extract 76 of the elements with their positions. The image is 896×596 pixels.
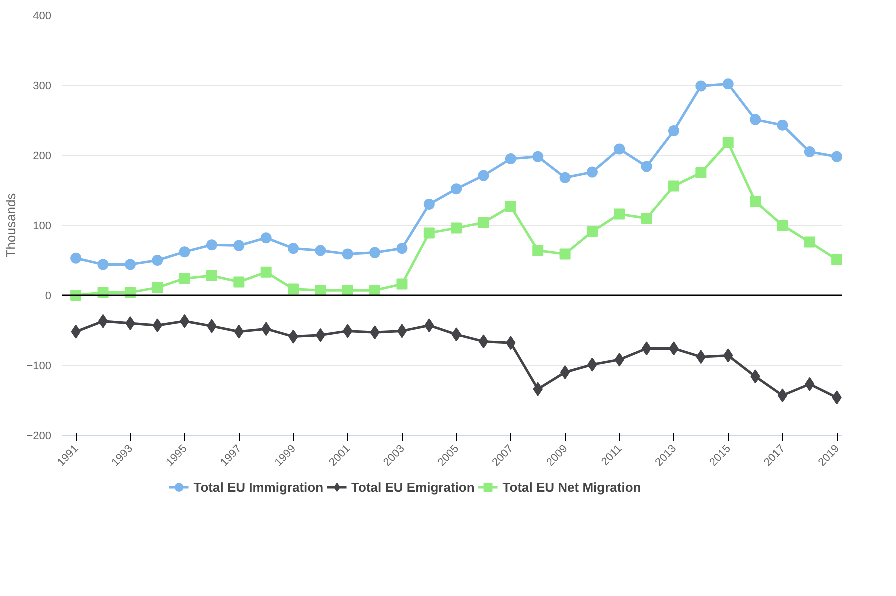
point <box>614 144 626 155</box>
point <box>234 276 245 288</box>
point <box>124 259 136 270</box>
point <box>424 199 435 210</box>
point <box>614 208 626 220</box>
point <box>505 201 516 212</box>
point <box>505 154 516 164</box>
point <box>750 196 762 208</box>
point <box>288 284 300 295</box>
point <box>424 228 435 239</box>
point <box>532 245 544 256</box>
point <box>370 285 381 296</box>
point <box>260 232 272 244</box>
point <box>560 172 571 184</box>
y-tick-label: 400 <box>33 10 52 22</box>
point <box>478 170 490 182</box>
point <box>397 324 408 338</box>
point <box>179 273 190 284</box>
y-tick-label: 0 <box>45 290 52 302</box>
point <box>152 255 164 266</box>
point <box>342 285 354 296</box>
point <box>722 78 734 90</box>
point <box>560 366 570 380</box>
point <box>342 248 354 260</box>
point <box>180 314 190 328</box>
y-tick-label: −100 <box>26 360 52 372</box>
point <box>179 246 190 258</box>
point <box>668 180 680 192</box>
legend-label: Total EU Net Migration <box>502 480 642 494</box>
point <box>532 151 544 162</box>
point <box>804 236 816 248</box>
point <box>696 168 707 178</box>
point <box>832 254 842 266</box>
point <box>750 114 762 126</box>
y-axis-title: Thousands <box>4 192 19 258</box>
point <box>206 240 218 251</box>
point <box>70 252 82 264</box>
point <box>451 184 462 195</box>
y-tick-label: −200 <box>26 430 52 442</box>
point <box>234 240 245 252</box>
point <box>126 316 136 330</box>
point <box>98 314 108 328</box>
point <box>641 161 652 172</box>
point <box>315 245 326 256</box>
point <box>478 334 489 349</box>
point <box>478 217 490 228</box>
point <box>206 270 218 282</box>
point <box>451 222 462 234</box>
point <box>288 243 300 254</box>
point <box>370 247 381 258</box>
point <box>696 80 707 92</box>
y-tick-label: 200 <box>33 150 52 162</box>
point <box>396 278 408 290</box>
point <box>316 328 326 342</box>
point <box>260 266 272 278</box>
point <box>641 213 652 224</box>
point <box>668 126 680 136</box>
point <box>560 248 571 260</box>
point <box>642 342 652 356</box>
legend-label: Total EU Immigration <box>194 480 324 494</box>
point <box>696 350 706 364</box>
y-tick-label: 300 <box>33 80 52 92</box>
point <box>152 282 164 294</box>
point <box>777 220 788 231</box>
point <box>777 120 788 131</box>
point <box>832 151 842 162</box>
point <box>722 137 734 148</box>
point <box>315 285 326 296</box>
y-tick-label: 100 <box>33 220 52 232</box>
point <box>804 146 816 158</box>
point <box>396 243 408 254</box>
point <box>778 388 788 403</box>
legend-label: Total EU Emigration <box>352 480 475 494</box>
point <box>586 166 598 178</box>
point <box>98 259 109 270</box>
point <box>586 226 598 238</box>
